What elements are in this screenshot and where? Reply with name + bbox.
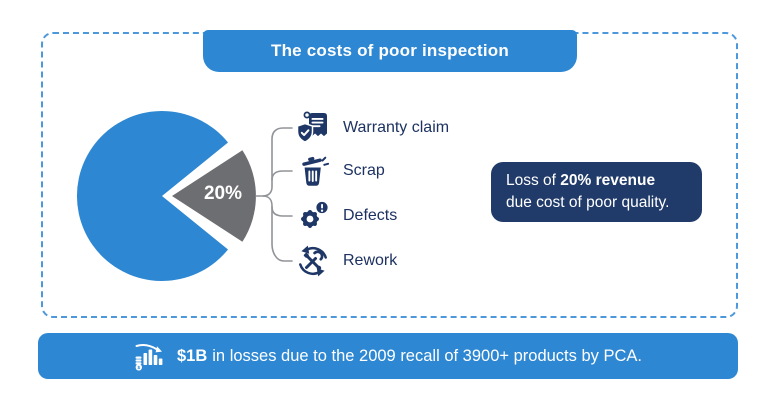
callout-label: Rework: [343, 252, 398, 269]
callout-label: Scrap: [343, 162, 385, 179]
callout-warranty-claim: Warranty claim: [294, 109, 449, 147]
footer-stat-text: $1B in losses due to the 2009 recall of 3…: [177, 347, 642, 366]
page-title: The costs of poor inspection: [271, 41, 509, 60]
pie-slice-majority: [76, 110, 229, 281]
gear-alert-icon: [294, 197, 332, 235]
info-line-1: Loss of 20% revenue: [506, 170, 687, 192]
footer-stat-banner: $ $1B in losses due to the 2009 recall of…: [38, 333, 738, 379]
footer-amount: $1B: [176, 346, 208, 365]
callout-rework: Rework: [294, 242, 397, 280]
declining-bars-coins-icon: $: [135, 344, 163, 371]
callout-scrap: Scrap: [294, 152, 385, 190]
trash-scrap-icon: [294, 152, 332, 190]
footer-description: in losses due to the 2009 recall of 3900…: [212, 346, 642, 365]
tools-refresh-icon: [294, 242, 332, 280]
info-line-1-bold: 20% revenue: [560, 171, 656, 189]
title-banner: The costs of poor inspection: [203, 30, 577, 72]
pie-percent-label: 20%: [203, 183, 243, 204]
connector-branches: [255, 127, 293, 262]
info-line-1-prefix: Loss of: [506, 171, 561, 189]
callout-defects: Defects: [294, 197, 397, 235]
warranty-receipt-shield-icon: [294, 109, 332, 147]
callout-label: Warranty claim: [343, 119, 450, 136]
svg-text:$: $: [137, 365, 140, 371]
info-line-2: due cost of poor quality.: [506, 194, 670, 211]
info-callout-box: Loss of 20% revenue due cost of poor qua…: [491, 162, 702, 222]
pie-slice-exploded-20pct: [172, 150, 256, 242]
callout-label: Defects: [343, 207, 398, 224]
